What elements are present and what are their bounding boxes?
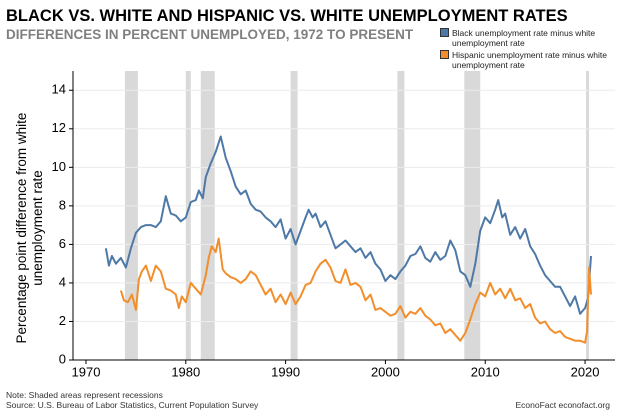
- recession-span: [397, 71, 405, 360]
- y-axis-label: Percentage point difference from white u…: [14, 112, 45, 344]
- y-tick-label: 12: [52, 120, 66, 135]
- x-tick-label: 2000: [371, 364, 400, 379]
- x-tick-label: 2010: [471, 364, 500, 379]
- recession-span: [464, 71, 481, 360]
- legend-label: Hispanic unemployment rate minus white u…: [452, 50, 607, 70]
- source: Source: U.S. Bureau of Labor Statistics,…: [6, 400, 259, 410]
- y-tick-label: 8: [59, 197, 66, 212]
- recession-span: [185, 71, 191, 360]
- series-line: [104, 135, 592, 315]
- y-tick-label: 10: [52, 159, 66, 174]
- note: Note: Shaded areas represent recessions: [6, 390, 163, 400]
- series-line: [119, 237, 592, 344]
- recession-span: [124, 71, 138, 360]
- legend-label: Black unemployment rate minus white unem…: [452, 28, 596, 48]
- y-tick-label: 14: [52, 82, 66, 97]
- y-tick-label: 2: [59, 313, 66, 328]
- y-tick-label: 0: [59, 351, 66, 366]
- y-tick-label: 4: [59, 274, 66, 289]
- x-tick-label: 1990: [271, 364, 300, 379]
- recession-span: [290, 71, 298, 360]
- chart-title: BLACK VS. WHITE AND HISPANIC VS. WHITE U…: [6, 7, 568, 25]
- x-tick-label: 1980: [171, 364, 200, 379]
- y-tick-label: 6: [59, 236, 66, 251]
- chart-subtitle: DIFFERENCES IN PERCENT UNEMPLOYED, 1972 …: [6, 27, 414, 42]
- legend-swatch: [440, 50, 449, 59]
- legend-item: Black unemployment rate minus white unem…: [440, 28, 618, 48]
- x-tick-label: 2020: [571, 364, 600, 379]
- credit: EconoFact econofact.org: [515, 400, 610, 410]
- recession-span: [200, 71, 215, 360]
- legend-swatch: [440, 28, 449, 37]
- legend-item: Hispanic unemployment rate minus white u…: [440, 50, 618, 70]
- x-tick-label: 1970: [72, 364, 101, 379]
- legend: Black unemployment rate minus white unem…: [440, 28, 618, 72]
- recession-span: [586, 71, 590, 360]
